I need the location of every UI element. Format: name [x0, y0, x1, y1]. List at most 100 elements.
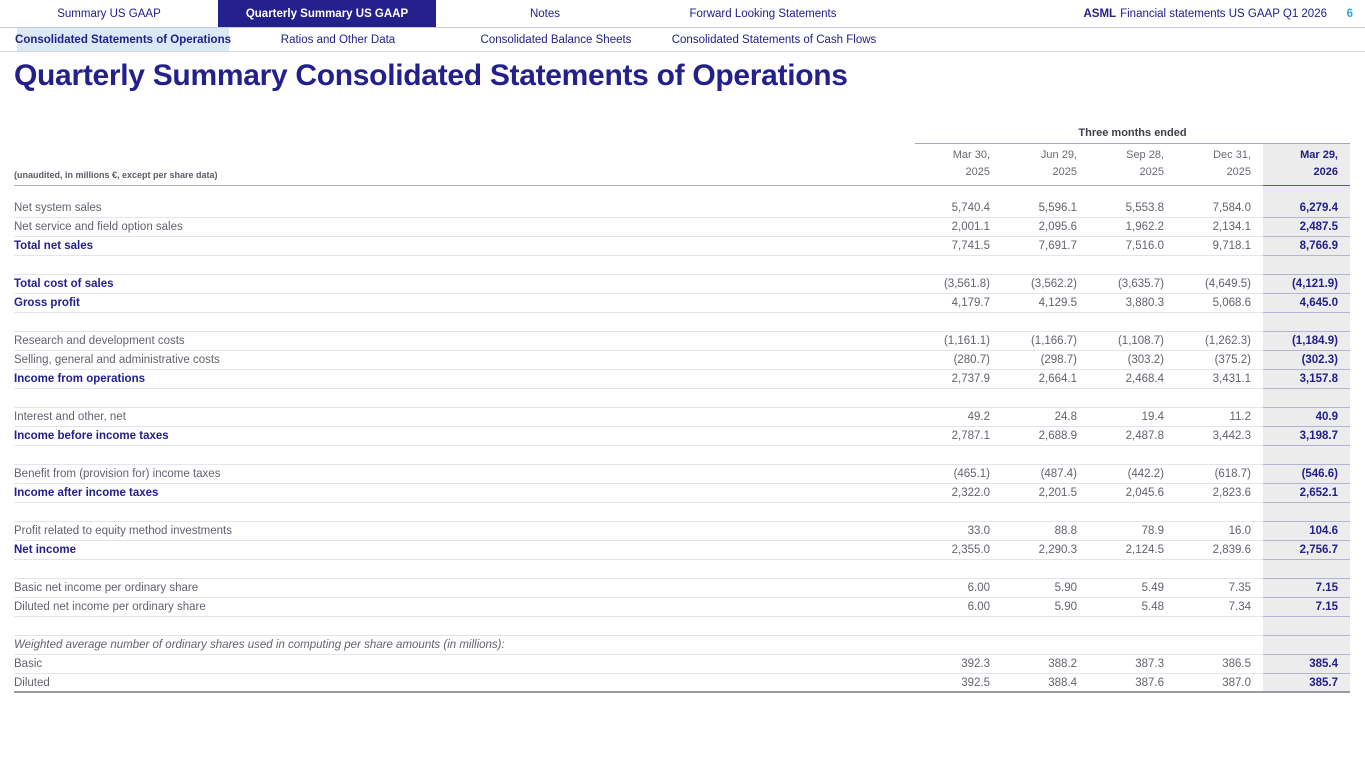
- row-label: Interest and other, net: [14, 408, 915, 427]
- row-value: 9,718.1: [1176, 237, 1263, 256]
- period-header: Three months ended: [915, 127, 1350, 144]
- subtab-ratios-and-other-data[interactable]: Ratios and Other Data: [280, 33, 396, 46]
- table-row: [14, 186, 1350, 199]
- table-row: Income after income taxes 2,322.0 2,201.…: [14, 484, 1350, 503]
- row-value: 3,157.8: [1263, 370, 1350, 389]
- row-value: 2,355.0: [915, 541, 1002, 560]
- table-row: Selling, general and administrative cost…: [14, 351, 1350, 370]
- row-value: 2,839.6: [1176, 541, 1263, 560]
- row-value: 7.15: [1263, 579, 1350, 598]
- row-label: Weighted average number of ordinary shar…: [14, 636, 915, 655]
- row-label: [14, 256, 915, 275]
- row-value: (1,262.3): [1176, 332, 1263, 351]
- row-value: 2,322.0: [915, 484, 1002, 503]
- row-value: 5.90: [1002, 598, 1089, 617]
- table-row: [14, 446, 1350, 465]
- table-row: Income from operations 2,737.9 2,664.1 2…: [14, 370, 1350, 389]
- row-value: 16.0: [1176, 522, 1263, 541]
- table-row: [14, 503, 1350, 522]
- row-label: Basic net income per ordinary share: [14, 579, 915, 598]
- subtab-consolidated-statements-of-operations[interactable]: Consolidated Statements of Operations: [15, 28, 231, 51]
- column-header-row: (unaudited, in millions €, except per sh…: [14, 144, 1350, 186]
- column-header-year: 2025: [1052, 166, 1077, 178]
- table-body: Net system sales 5,740.4 5,596.1 5,553.8…: [14, 186, 1350, 693]
- row-value: [1002, 256, 1089, 275]
- table-row: Profit related to equity method investme…: [14, 522, 1350, 541]
- column-header-date: Dec 31,: [1213, 149, 1251, 161]
- document-reference: ASML Financial statements US GAAP Q1 2026: [1084, 0, 1328, 28]
- row-value: 7,584.0: [1176, 199, 1263, 218]
- row-value: 5.90: [1002, 579, 1089, 598]
- row-value: [1263, 617, 1350, 636]
- row-label: Benefit from (provision for) income taxe…: [14, 465, 915, 484]
- row-value: 78.9: [1089, 522, 1176, 541]
- table-row: Basic net income per ordinary share 6.00…: [14, 579, 1350, 598]
- tab-notes[interactable]: Notes: [529, 7, 561, 20]
- row-label: [14, 446, 915, 465]
- row-label: [14, 313, 915, 332]
- table-row: Net system sales 5,740.4 5,596.1 5,553.8…: [14, 199, 1350, 218]
- table-row: Net income 2,355.0 2,290.3 2,124.5 2,839…: [14, 541, 1350, 560]
- table-row: Benefit from (provision for) income taxe…: [14, 465, 1350, 484]
- row-value: [915, 446, 1002, 465]
- row-label: Total cost of sales: [14, 275, 915, 294]
- row-value: 392.3: [915, 655, 1002, 674]
- column-header-date: Mar 30,: [952, 149, 990, 161]
- row-label: Profit related to equity method investme…: [14, 522, 915, 541]
- row-value: 2,688.9: [1002, 427, 1089, 446]
- row-value: [1263, 446, 1350, 465]
- subtab-consolidated-balance-sheets[interactable]: Consolidated Balance Sheets: [480, 33, 632, 46]
- row-value: [1089, 617, 1176, 636]
- row-label: Basic: [14, 655, 915, 674]
- row-value: 3,198.7: [1263, 427, 1350, 446]
- column-header-date: Mar 29,: [1300, 149, 1338, 161]
- row-value: 2,468.4: [1089, 370, 1176, 389]
- row-value: [1089, 389, 1176, 408]
- row-value: 2,487.5: [1263, 218, 1350, 237]
- tab-summary-us-gaap[interactable]: Summary US GAAP: [57, 7, 161, 20]
- row-value: 7,516.0: [1089, 237, 1176, 256]
- column-header-year: 2025: [965, 166, 990, 178]
- column-header-year: 2025: [1226, 166, 1251, 178]
- row-value: [1089, 313, 1176, 332]
- subtab-consolidated-statements-of-cash-flows[interactable]: Consolidated Statements of Cash Flows: [671, 33, 877, 46]
- row-value: [1002, 617, 1089, 636]
- row-value: 2,045.6: [1089, 484, 1176, 503]
- document-title: Financial statements US GAAP Q1 2026: [1120, 8, 1327, 20]
- table-row: Total net sales 7,741.5 7,691.7 7,516.0 …: [14, 237, 1350, 256]
- row-value: 2,124.5: [1089, 541, 1176, 560]
- row-label: Selling, general and administrative cost…: [14, 351, 915, 370]
- row-value: 5,068.6: [1176, 294, 1263, 313]
- row-value: (1,184.9): [1263, 332, 1350, 351]
- row-value: [1089, 186, 1176, 199]
- row-value: [1263, 560, 1350, 579]
- row-value: [915, 313, 1002, 332]
- row-label: Income from operations: [14, 370, 915, 389]
- row-value: [1263, 186, 1350, 199]
- row-value: 8,766.9: [1263, 237, 1350, 256]
- row-value: 2,290.3: [1002, 541, 1089, 560]
- row-value: [1089, 560, 1176, 579]
- row-value: 2,737.9: [915, 370, 1002, 389]
- row-value: 88.8: [1002, 522, 1089, 541]
- column-header: Mar 30, 2025: [915, 144, 1002, 186]
- table-note: (unaudited, in millions €, except per sh…: [14, 144, 915, 186]
- row-label: Research and development costs: [14, 332, 915, 351]
- row-value: (3,562.2): [1002, 275, 1089, 294]
- tab-forward-looking-statements[interactable]: Forward Looking Statements: [689, 7, 837, 20]
- row-value: [1263, 503, 1350, 522]
- row-value: (303.2): [1089, 351, 1176, 370]
- row-value: (465.1): [915, 465, 1002, 484]
- row-value: 2,134.1: [1176, 218, 1263, 237]
- row-label: Income after income taxes: [14, 484, 915, 503]
- row-value: [1263, 313, 1350, 332]
- row-value: 2,487.8: [1089, 427, 1176, 446]
- secondary-tab-bar: Consolidated Statements of Operations Rat…: [0, 28, 1365, 52]
- row-value: [1176, 560, 1263, 579]
- row-value: [915, 389, 1002, 408]
- column-header: Sep 28, 2025: [1089, 144, 1176, 186]
- row-value: [1002, 503, 1089, 522]
- tab-quarterly-summary-us-gaap[interactable]: Quarterly Summary US GAAP: [218, 0, 436, 27]
- row-value: [915, 617, 1002, 636]
- page-number: 6: [1346, 8, 1353, 20]
